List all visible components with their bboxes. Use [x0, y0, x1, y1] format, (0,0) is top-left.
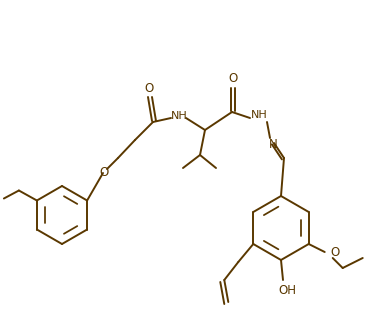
- Text: O: O: [144, 82, 153, 95]
- Text: N: N: [269, 138, 277, 150]
- Text: NH: NH: [251, 110, 268, 120]
- Text: O: O: [331, 246, 340, 259]
- Text: OH: OH: [278, 284, 296, 296]
- Text: O: O: [99, 166, 109, 179]
- Text: NH: NH: [171, 111, 187, 121]
- Text: O: O: [229, 73, 238, 86]
